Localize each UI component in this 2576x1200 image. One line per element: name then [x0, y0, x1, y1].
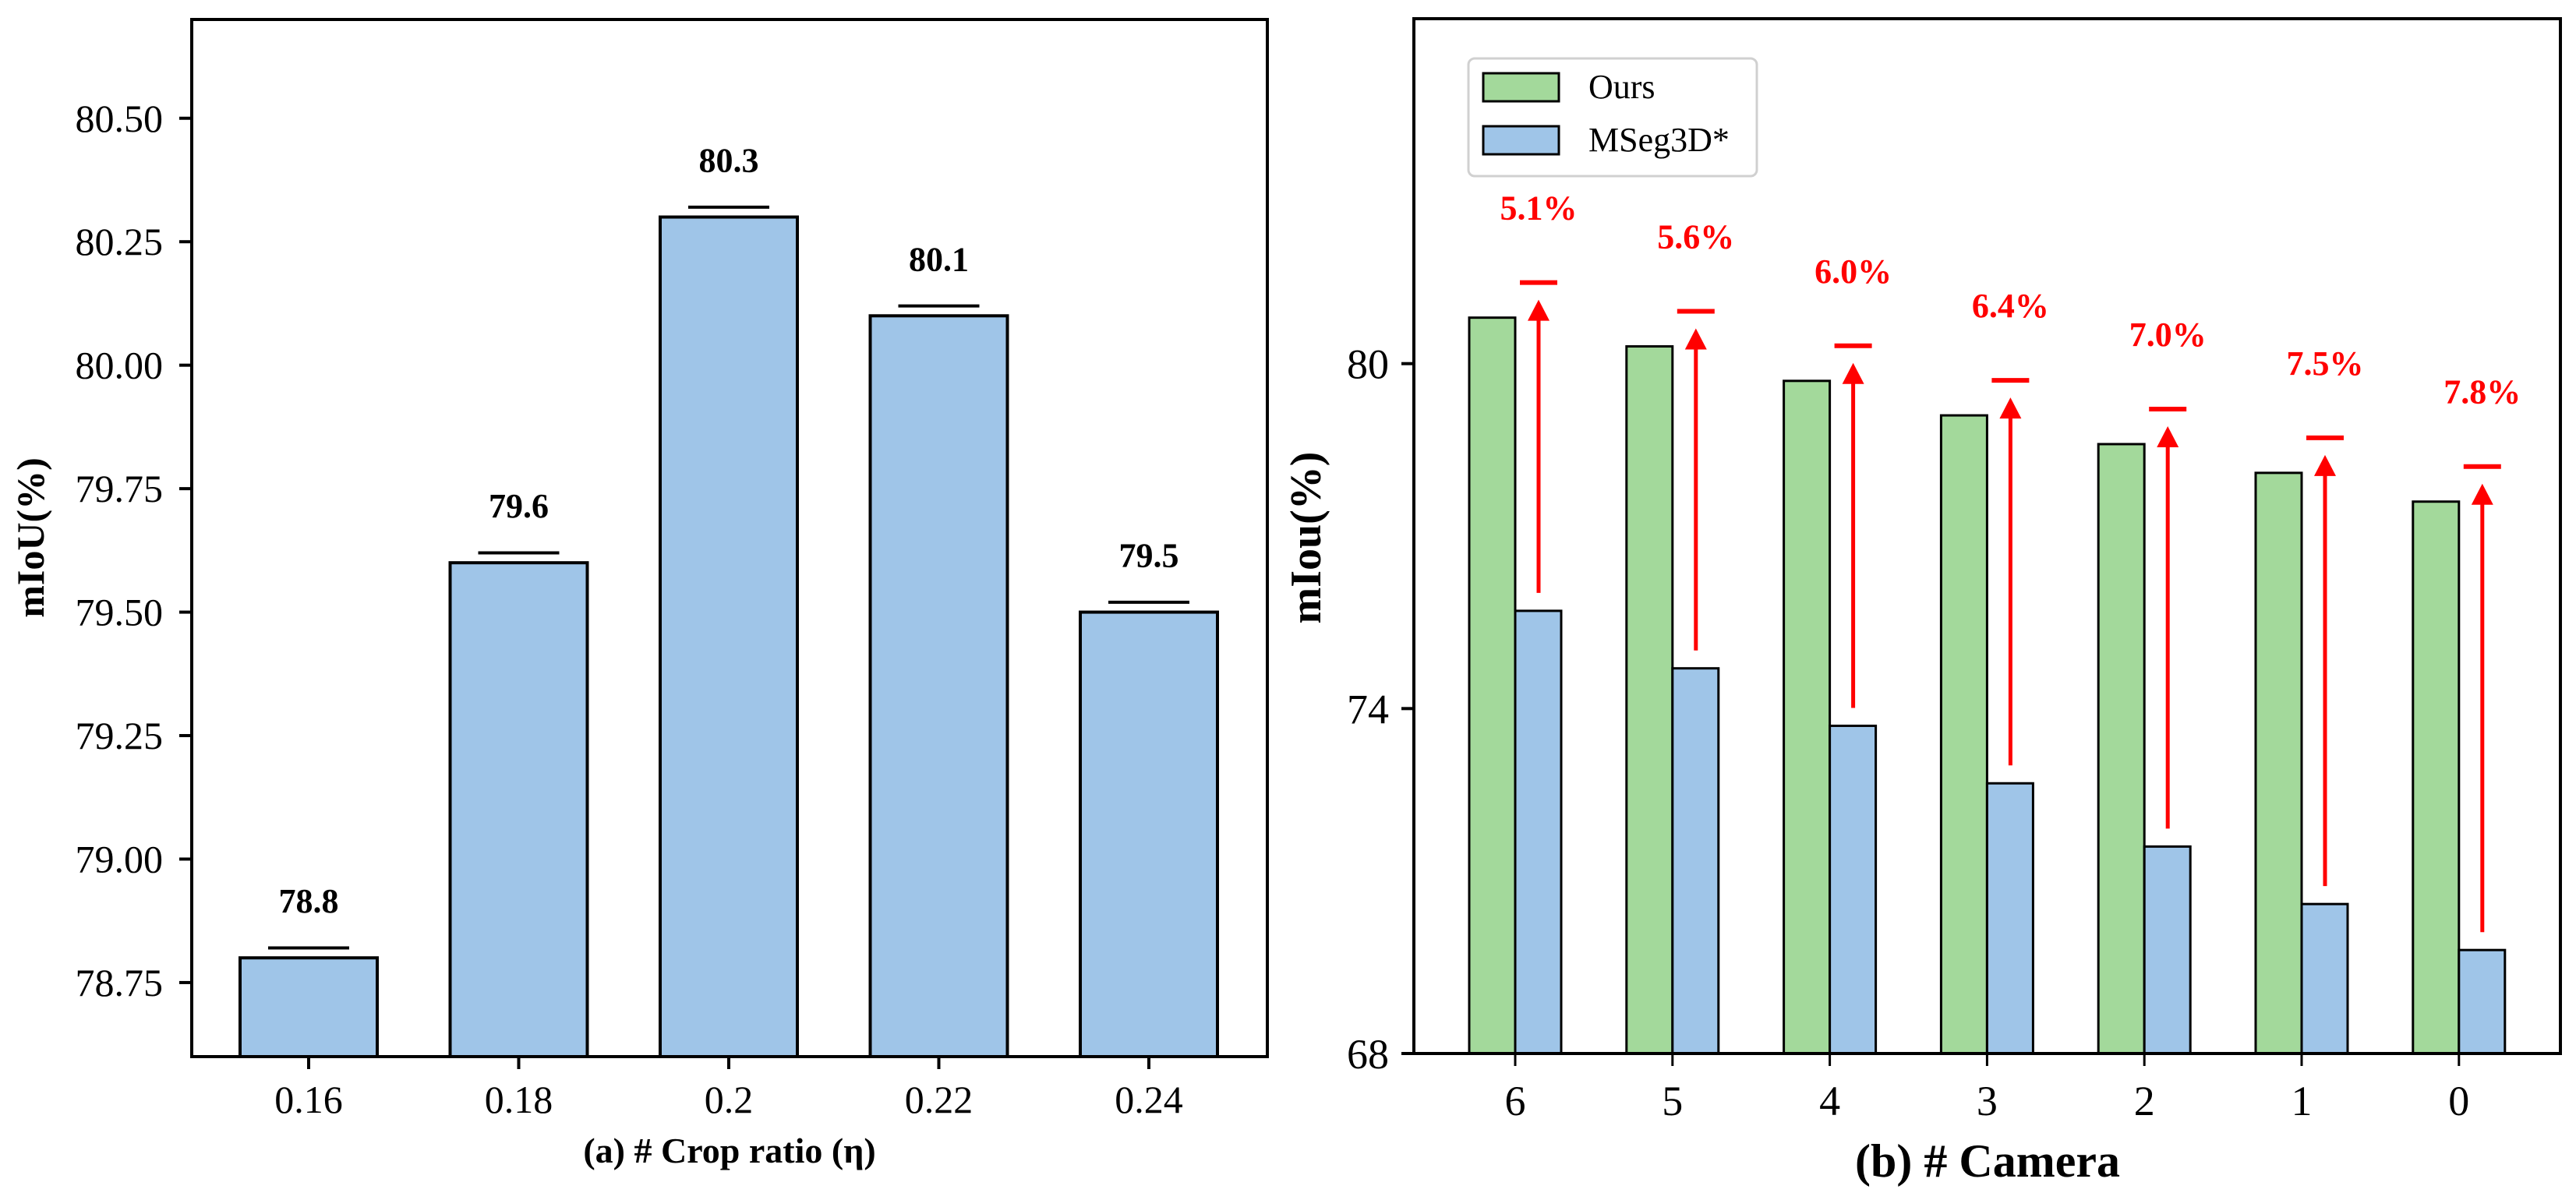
bar-ours-5	[1625, 345, 1674, 1055]
bar-0.16	[239, 956, 379, 1058]
x-tick-label: 0.22	[905, 1078, 974, 1121]
x-tick-label: 0.2	[705, 1078, 754, 1121]
bar-mseg3d-1	[2300, 902, 2349, 1055]
x-axis-label-b: (b) # Camera	[1855, 1135, 2120, 1187]
arrow-head-icon	[1528, 299, 1549, 321]
gain-label: 7.8%	[2443, 373, 2521, 411]
gain-label: 6.0%	[1815, 252, 1892, 291]
bar-0.2	[659, 215, 799, 1058]
arrow-head-icon	[1842, 362, 1864, 384]
bar-mseg3d-3	[1985, 782, 2034, 1055]
bars-camera: 5.1% 5.6% 6.0% 6.4% 7.0% 7.5% 7.8%	[1468, 189, 2521, 1055]
y-tick-label: 74	[1347, 686, 1389, 732]
legend-label-ours: Ours	[1588, 68, 1655, 106]
y-axis-label-a: mIoU(%)	[9, 457, 52, 618]
y-tick-label: 79.25	[76, 714, 164, 757]
bar-ours-4	[1783, 379, 1832, 1055]
bar-mseg3d-5	[1671, 667, 1720, 1055]
y-tick-label: 80.00	[76, 344, 164, 387]
data-label: 78.8	[279, 882, 339, 920]
legend-swatch-mseg3d	[1482, 125, 1560, 156]
x-tick-label: 0.24	[1115, 1078, 1183, 1121]
bar-0.24	[1079, 610, 1219, 1058]
bar-ours-6	[1468, 316, 1517, 1055]
bar-mseg3d-4	[1829, 724, 1878, 1055]
x-tick-label: 2	[2134, 1078, 2155, 1124]
y-tick-label: 80.25	[76, 220, 164, 263]
bar-mseg3d-6	[1514, 609, 1563, 1055]
ticks-a: 0.16 0.18 0.2 0.22 0.24 78.75 79.00 79.25 79.50 7…	[76, 97, 1183, 1121]
bar-ours-1	[2254, 471, 2303, 1055]
arrow-head-icon	[1999, 397, 2022, 419]
gain-label: 5.6%	[1657, 218, 1734, 256]
arrow-head-icon	[2314, 454, 2336, 476]
bar-ours-2	[2097, 443, 2146, 1055]
y-tick-label: 80.50	[76, 97, 164, 140]
x-tick-label: 1	[2292, 1078, 2313, 1124]
bar-0.18	[448, 561, 589, 1058]
y-tick-label: 78.75	[76, 961, 164, 1004]
bar-ours-3	[1939, 414, 1988, 1055]
data-label: 79.6	[489, 487, 549, 525]
chart-crop-ratio: 78.8 79.6 80.3 80.1 79.5 0.16 0.18 0.2 0.22 0.24…	[9, 18, 1269, 1170]
x-tick-label: 5	[1662, 1078, 1683, 1124]
legend-label-mseg3d: MSeg3D*	[1588, 121, 1730, 159]
arrow-head-icon	[2157, 425, 2179, 447]
y-tick-label: 68	[1347, 1031, 1389, 1078]
arrow-head-icon	[2471, 483, 2493, 505]
gain-label: 6.4%	[1972, 287, 2049, 325]
x-axis-label-a: (a) # Crop ratio (η)	[583, 1131, 875, 1170]
gain-label: 7.5%	[2287, 344, 2364, 383]
legend-swatch-ours	[1482, 72, 1560, 103]
x-tick-label: 4	[1819, 1078, 1840, 1124]
data-label: 79.5	[1119, 537, 1179, 575]
gain-label: 7.0%	[2129, 316, 2207, 354]
legend: Ours MSeg3D*	[1467, 57, 1758, 178]
x-tick-label: 0.18	[485, 1078, 553, 1121]
y-axis-label-b: mIou(%)	[1282, 452, 1330, 624]
y-tick-label: 79.50	[76, 591, 164, 634]
ticks-b: 6 5 4 3 2 1 0 68 74 80	[1347, 341, 2469, 1124]
x-tick-label: 0.16	[274, 1078, 343, 1121]
data-label: 80.1	[909, 240, 969, 278]
y-tick-label: 79.75	[76, 467, 164, 510]
data-label: 80.3	[699, 142, 759, 180]
bar-ours-0	[2412, 500, 2461, 1055]
x-tick-label: 0	[2448, 1078, 2469, 1124]
arrow-head-icon	[1684, 328, 1707, 350]
y-tick-label: 79.00	[76, 837, 164, 881]
chart-camera: 5.1% 5.6% 6.0% 6.4% 7.0% 7.5% 7.8% 6 5 4 3 2 1 0 68 74…	[1282, 17, 2562, 1187]
gain-label: 5.1%	[1500, 189, 1578, 228]
bar-mseg3d-2	[2143, 845, 2192, 1055]
bar-mseg3d-0	[2458, 948, 2507, 1055]
bar-0.22	[868, 314, 1009, 1058]
x-tick-label: 3	[1977, 1078, 1998, 1124]
y-tick-label: 80	[1347, 341, 1389, 388]
x-tick-label: 6	[1505, 1078, 1526, 1124]
bars-crop-ratio: 78.8 79.6 80.3 80.1 79.5	[239, 142, 1219, 1058]
